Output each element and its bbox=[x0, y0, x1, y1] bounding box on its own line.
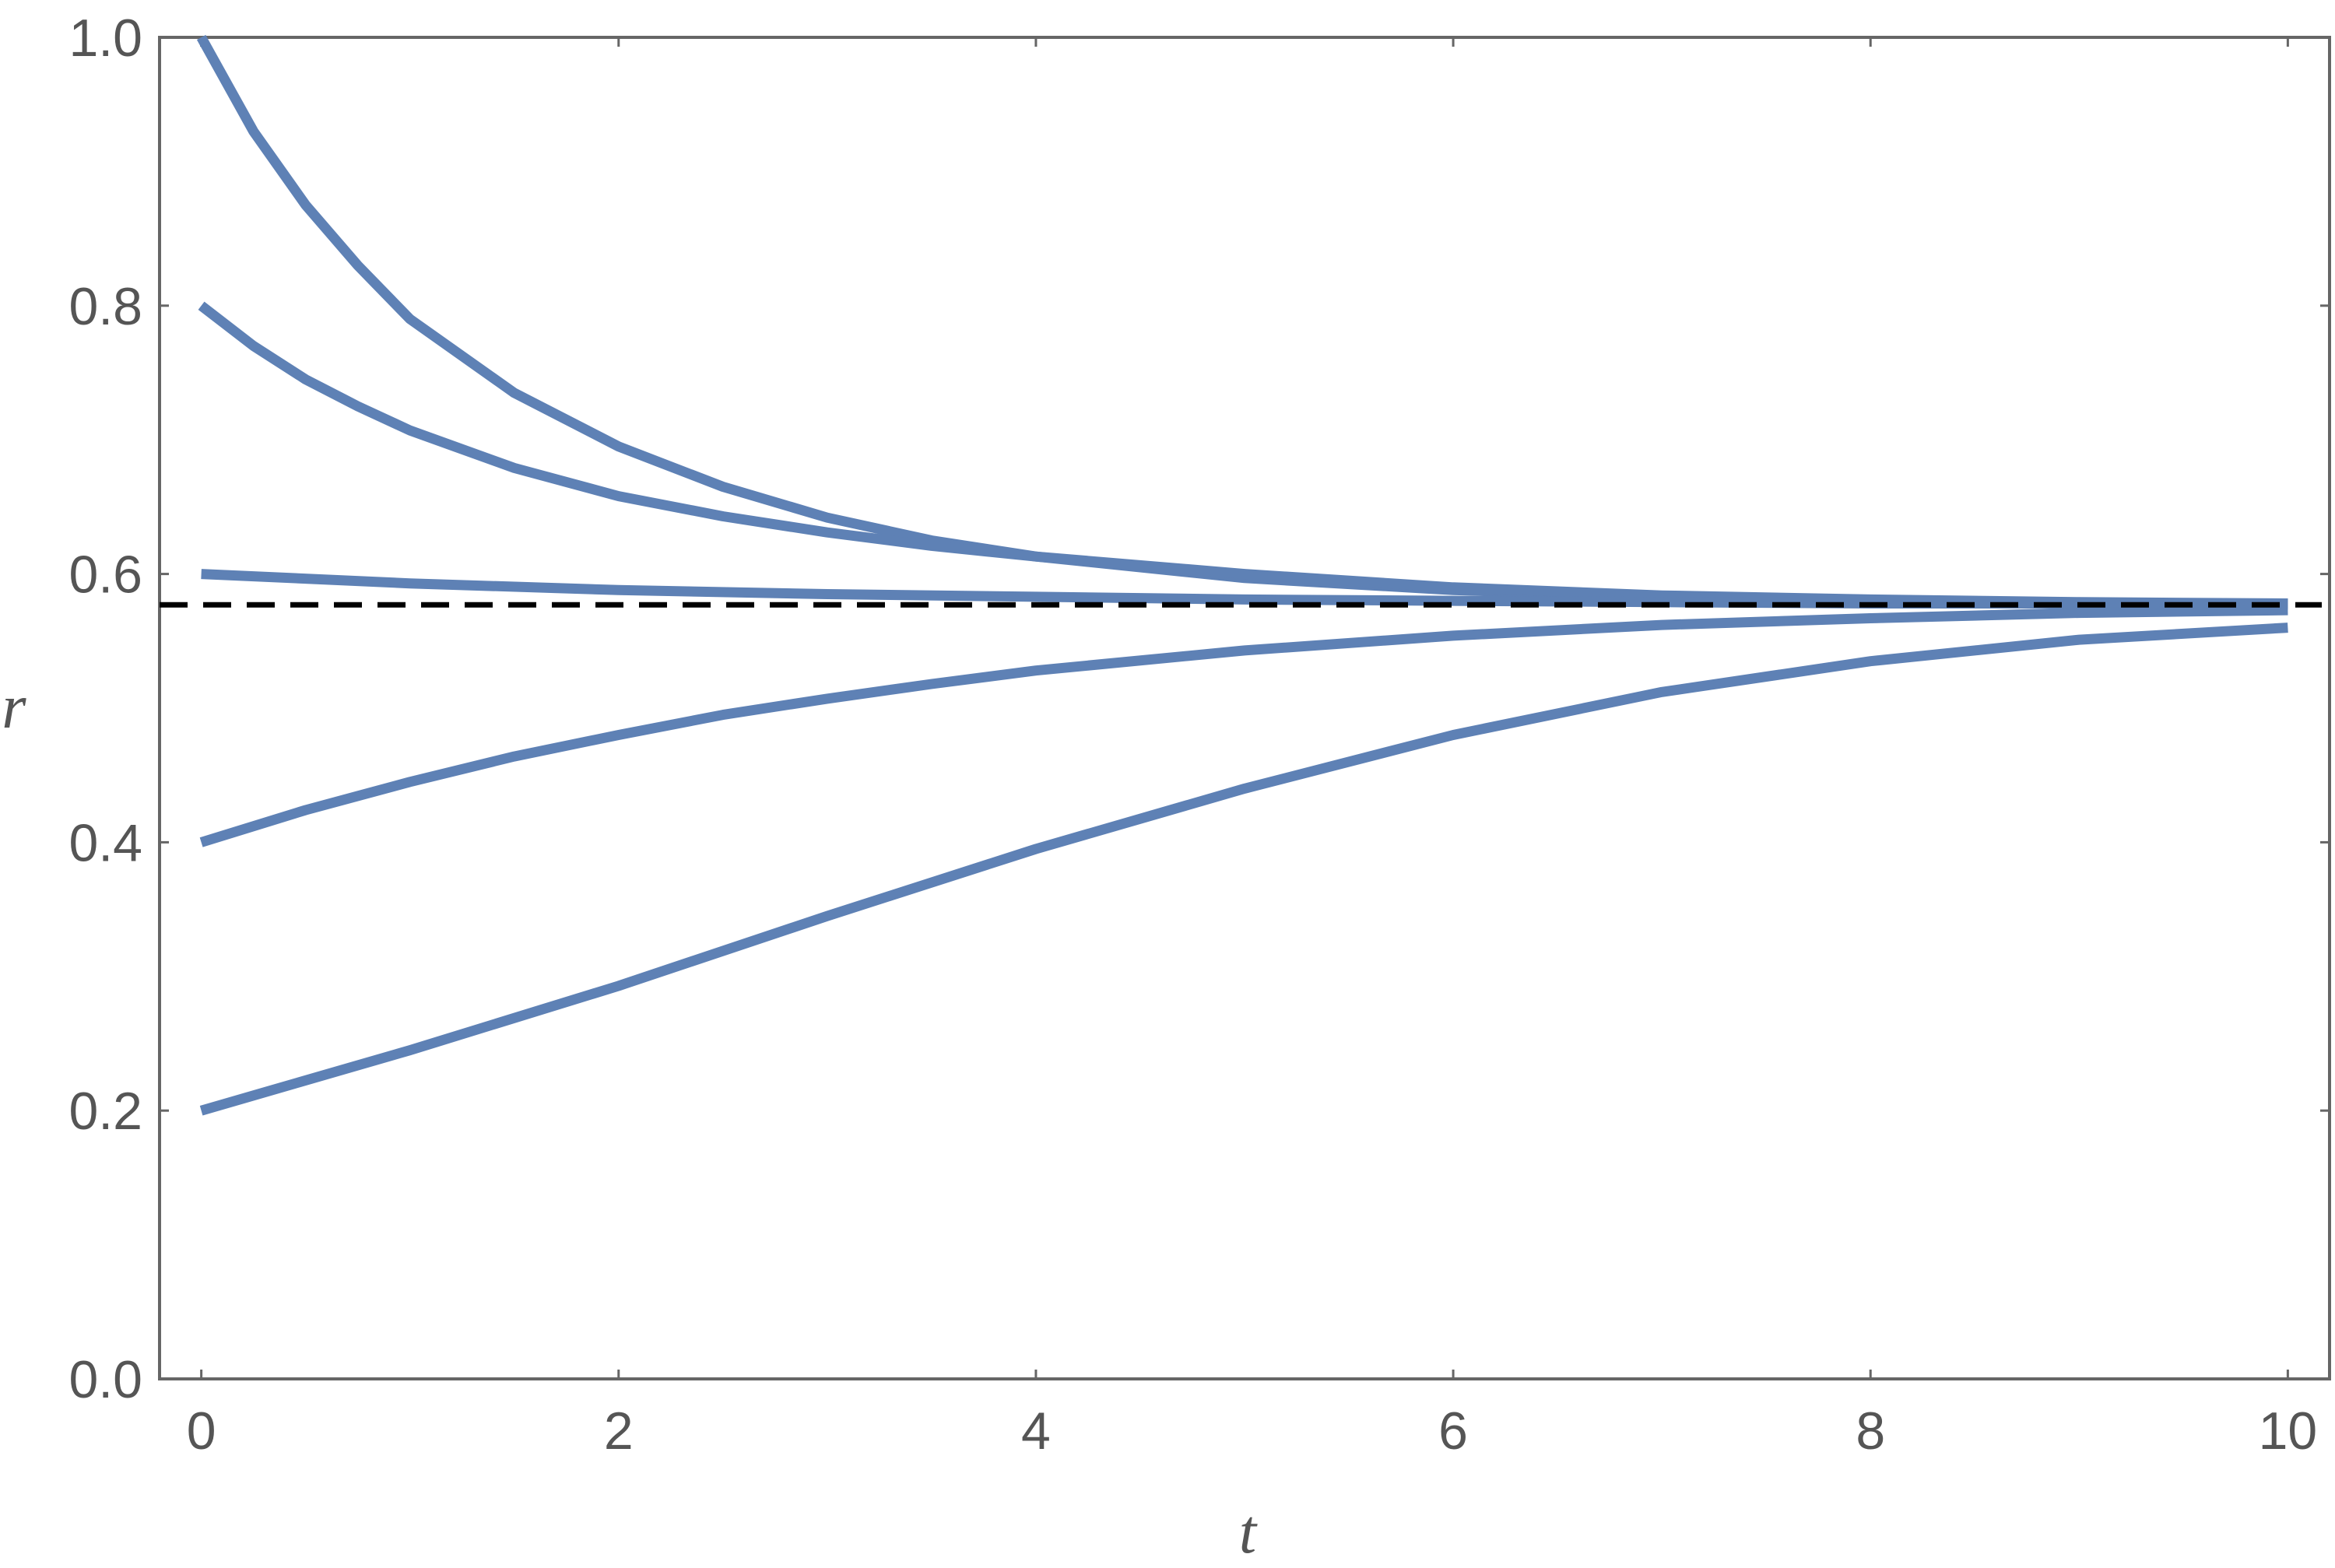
y-tick-label: 0.0 bbox=[68, 1350, 142, 1409]
x-tick-label: 4 bbox=[1021, 1401, 1051, 1461]
plot-frame bbox=[158, 36, 2331, 1380]
series-group bbox=[196, 34, 2288, 1116]
series-line-5 bbox=[199, 623, 2288, 1116]
axis-ticks bbox=[160, 36, 2330, 1380]
x-tick-label: 8 bbox=[1856, 1401, 1885, 1461]
y-axis-title: r bbox=[2, 673, 26, 742]
y-tick-label: 0.4 bbox=[68, 813, 142, 872]
x-tick-label: 0 bbox=[187, 1401, 216, 1461]
x-tick-label: 2 bbox=[604, 1401, 634, 1461]
series-line-2 bbox=[198, 301, 2288, 609]
tick-labels: 0 2 4 6 8 10 0.0 0.2 0.4 0.6 0.8 1.0 bbox=[68, 9, 2317, 1461]
y-tick-label: 0.2 bbox=[68, 1082, 142, 1141]
x-axis-title: t bbox=[1239, 1498, 1258, 1566]
x-tick-label: 10 bbox=[2259, 1401, 2318, 1461]
series-line-3 bbox=[201, 569, 2288, 610]
plot-border bbox=[158, 36, 2331, 1380]
x-tick-label: 6 bbox=[1438, 1401, 1468, 1461]
y-tick-label: 0.6 bbox=[68, 545, 142, 605]
series-line-4 bbox=[199, 605, 2288, 847]
y-tick-label: 0.8 bbox=[68, 277, 142, 336]
y-tick-label: 1.0 bbox=[68, 9, 142, 68]
series-line-1 bbox=[196, 34, 2288, 609]
